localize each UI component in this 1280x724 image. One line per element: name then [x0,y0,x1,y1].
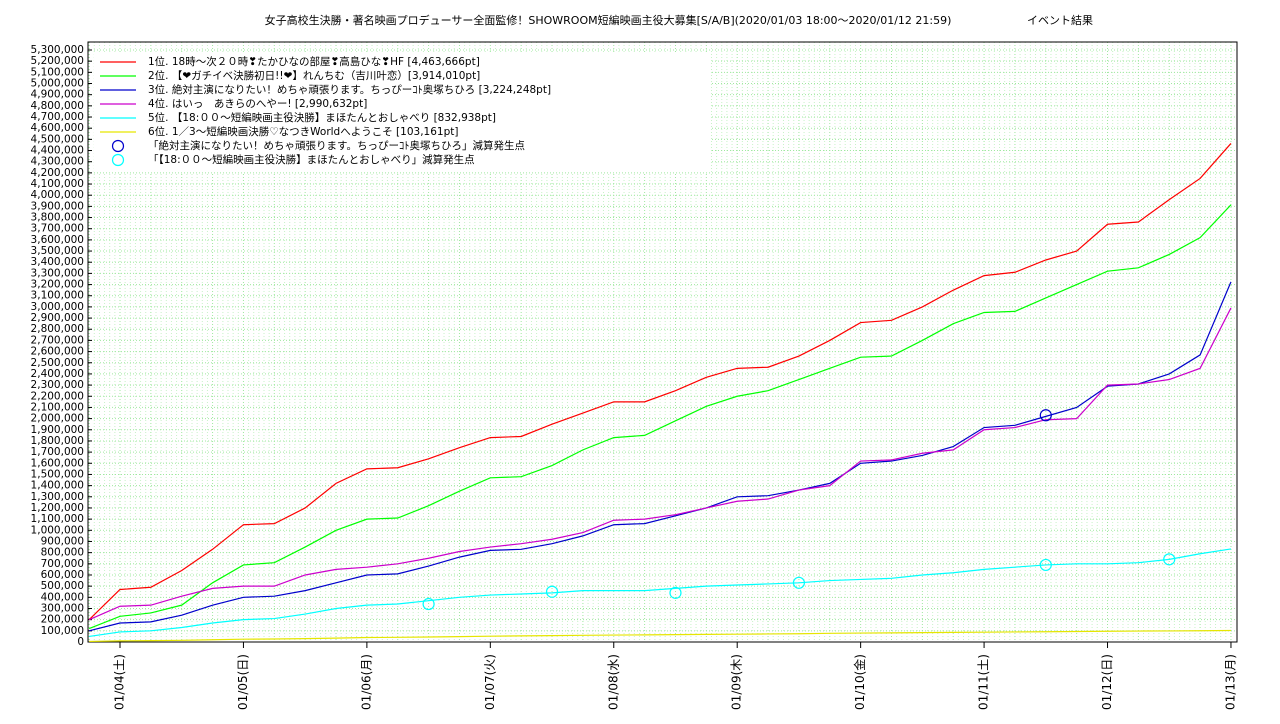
y-tick-label: 3,800,000 [31,212,84,224]
y-tick-label: 4,000,000 [31,189,84,201]
x-tick-label: 01/08(水) [606,654,620,710]
y-tick-label: 2,800,000 [31,323,84,335]
legend-box [94,54,710,172]
marker [545,585,559,598]
chart-subtitle: イベント結果 [1027,13,1093,27]
y-tick-label: 3,700,000 [31,223,84,235]
legend-label: 6位. 1／3～短編映画決勝♡なつきWorldへようこそ [103,161pt] [148,125,458,138]
legend-label: 2位. 【❤ガチイベ決勝初日!!❤】れんちむ（吉川叶恋）[3,914,010pt… [148,69,480,82]
x-tick-label: 01/07(火) [483,654,497,710]
series-line [89,629,1231,643]
y-tick-label: 3,300,000 [31,267,84,279]
y-tick-label: 700,000 [41,558,84,570]
marker [792,576,806,589]
chart-title: 女子高校生決勝・著名映画プロデューサー全面監修！SHOWROOM短編映画主役大募… [265,13,952,27]
legend-marker [111,139,125,153]
legend-label: 1位. 18時～次２０時❣たかひなの部屋❣高島ひな❣HF [4,463,666p… [148,55,480,68]
y-tick-label: 2,500,000 [31,357,84,369]
marker [1039,409,1052,422]
legend-marker [111,153,125,167]
y-tick-label: 2,200,000 [31,390,84,402]
y-tick-label: 800,000 [41,547,84,559]
y-tick-label: 1,400,000 [31,480,84,492]
y-tick-label: 5,200,000 [31,55,84,67]
y-tick-label: 4,300,000 [31,156,84,168]
marker [1163,553,1176,566]
y-tick-label: 4,100,000 [31,178,84,190]
y-tick-label: 2,900,000 [31,312,84,324]
y-tick-label: 900,000 [41,535,84,547]
series-line [88,143,1232,621]
y-tick-label: 4,700,000 [31,111,84,123]
x-tick-label: 01/06(月) [359,654,373,710]
y-tick-label: 4,200,000 [31,167,84,179]
y-tick-label: 3,000,000 [31,301,84,313]
y-tick-label: 200,000 [41,614,84,626]
y-tick-label: 3,200,000 [31,279,84,291]
y-tick-label: 5,100,000 [31,66,84,78]
x-tick-label: 01/12(日) [1100,654,1114,710]
y-tick-label: 1,500,000 [31,468,84,480]
y-tick-label: 4,600,000 [31,122,84,134]
x-tick-label: 01/11(土) [977,654,991,710]
y-tick-label: 1,300,000 [31,491,84,503]
y-tick-label: 3,400,000 [31,256,84,268]
x-tick-label: 01/05(日) [236,654,250,710]
marker [422,597,435,611]
y-tick-label: 1,700,000 [31,446,84,458]
legend-label: 「絶対主演になりたい！めちゃ頑張ります。ちっぴーｺﾄ奥塚ちひろ」減算発生点 [148,139,525,152]
y-tick-label: 1,800,000 [31,435,84,447]
marker [669,586,682,599]
y-tick-label: 1,600,000 [31,457,84,469]
y-tick-label: 0 [77,636,84,648]
y-tick-label: 500,000 [41,580,84,592]
x-tick-label: 01/04(土) [113,654,127,710]
plot-frame [87,41,1238,643]
x-tick-label: 01/13(月) [1223,654,1237,710]
legend-label: 5位. 【18:００～短編映画主役決勝】まほたんとおしゃべり [832,938p… [148,111,496,124]
y-tick-label: 3,100,000 [31,290,84,302]
y-tick-label: 400,000 [41,591,84,603]
y-tick-label: 4,800,000 [31,100,84,112]
x-tick-label: 01/09(木) [730,654,744,710]
y-tick-label: 1,000,000 [31,524,84,536]
legend-label: 4位. はいっ あきらのへやー! [2,990,632pt] [148,97,367,110]
y-tick-label: 2,100,000 [31,401,84,413]
series-line [89,548,1232,638]
legend-label: 「【18:００～短編映画主役決勝】まほたんとおしゃべり」減算発生点 [148,153,475,166]
y-tick-label: 1,900,000 [31,424,84,436]
y-tick-label: 3,500,000 [31,245,84,257]
y-tick-label: 2,400,000 [31,368,84,380]
series-line [88,204,1232,630]
y-tick-label: 1,100,000 [31,513,84,525]
y-tick-label: 2,300,000 [31,379,84,391]
y-tick-label: 5,000,000 [31,78,84,90]
y-tick-label: 3,900,000 [31,200,84,212]
y-tick-label: 4,500,000 [31,133,84,145]
legend-label: 3位. 絶対主演になりたい！めちゃ頑張ります。ちっぴーｺﾄ奥塚ちひろ [3,22… [148,83,551,96]
y-tick-label: 1,200,000 [31,502,84,514]
legend: 1位. 18時～次２０時❣たかひなの部屋❣高島ひな❣HF [4,463,666p… [94,54,710,172]
y-tick-label: 2,700,000 [31,334,84,346]
marker [1039,558,1052,572]
y-tick-label: 3,600,000 [31,234,84,246]
y-tick-label: 4,900,000 [31,89,84,101]
y-tick-label: 100,000 [41,625,84,637]
y-tick-label: 5,300,000 [31,44,84,56]
y-tick-label: 600,000 [41,569,84,581]
series-line [88,307,1232,621]
y-tick-label: 2,000,000 [31,413,84,425]
y-tick-label: 300,000 [41,602,84,614]
x-tick-label: 01/10(金) [852,654,867,710]
y-tick-label: 2,600,000 [31,346,84,358]
y-tick-label: 4,400,000 [31,145,84,157]
